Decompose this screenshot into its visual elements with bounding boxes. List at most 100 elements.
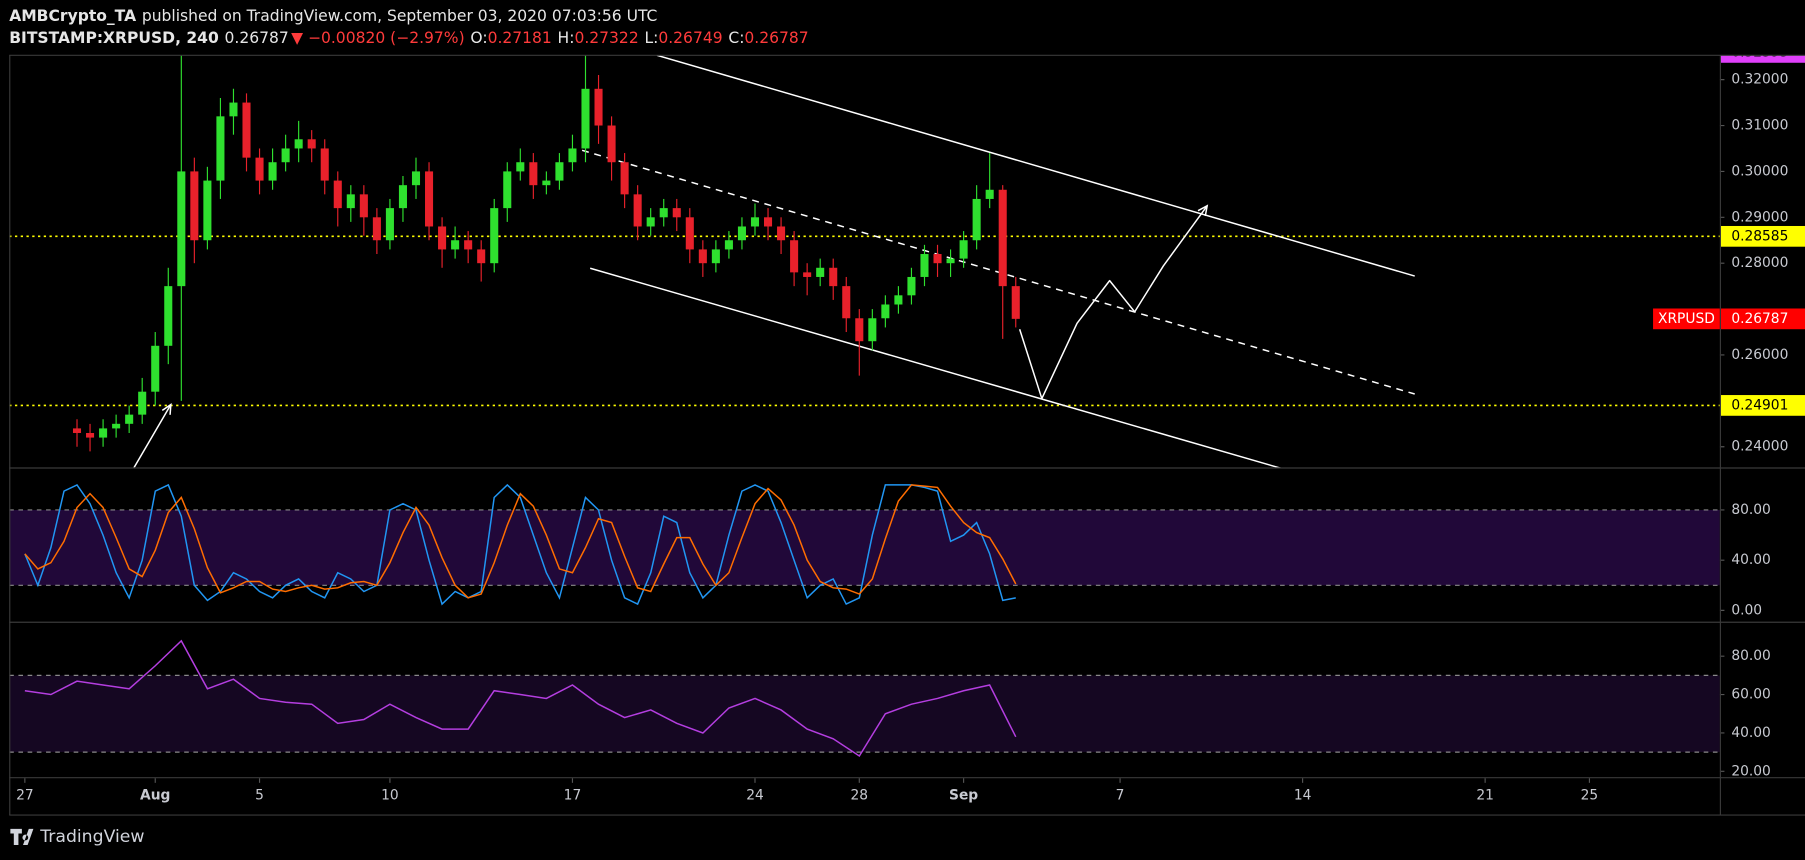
y-tick-label: 80.00 — [1731, 648, 1771, 664]
candle-body — [946, 258, 955, 264]
candle-body — [594, 88, 603, 126]
candle-body — [125, 414, 134, 424]
candle-body — [99, 428, 108, 438]
ohlc-value: 0.27181 — [488, 29, 552, 47]
candle-body — [555, 162, 564, 181]
last: 0.26787 — [225, 29, 289, 47]
candle-body — [750, 217, 760, 227]
y-tick-label: 0.30000 — [1731, 163, 1788, 179]
y-tick-label: 0.29000 — [1731, 209, 1788, 225]
candle-body — [633, 194, 642, 227]
candle-body — [281, 148, 290, 163]
candle-body — [477, 249, 486, 264]
candle-body — [307, 139, 316, 149]
x-tick-label: 10 — [381, 787, 399, 803]
y-tick-label: 40.00 — [1731, 725, 1771, 741]
candle-body — [842, 286, 851, 319]
y-tick-label: 0.26000 — [1731, 347, 1788, 363]
candle-body — [72, 428, 82, 433]
logo-icon — [10, 828, 34, 845]
candle-body — [346, 194, 355, 209]
candle-body — [203, 180, 212, 241]
last-price-box — [1720, 308, 1805, 330]
candle-body — [138, 391, 147, 415]
candle-body — [816, 267, 825, 277]
candle-body — [490, 208, 499, 264]
candle-body — [998, 189, 1007, 287]
candle-body — [320, 148, 329, 181]
indicator-line — [24, 483, 1016, 606]
y-tick-label: 0.24000 — [1731, 439, 1788, 455]
candle-body — [777, 226, 786, 241]
candle-body — [985, 189, 994, 199]
x-tick-label: 27 — [16, 787, 34, 803]
candle-body — [333, 180, 342, 209]
x-tick-label: 24 — [746, 787, 764, 803]
price-axis: 0.24000 0.26000 0.28000 0.29000 0.30000 0.310… — [1719, 44, 1805, 779]
y-tick-label: 40.00 — [1731, 552, 1771, 568]
candle-body — [698, 249, 707, 264]
candle-body — [933, 254, 942, 264]
x-tick-label: 7 — [1116, 787, 1125, 803]
candle-body — [868, 318, 877, 342]
candle-body — [972, 198, 981, 241]
candle-body — [464, 240, 473, 250]
candle-body — [790, 240, 799, 273]
ohlc-value: 0.26749 — [658, 29, 722, 47]
candle-body — [568, 148, 577, 163]
candle-body — [672, 208, 681, 218]
x-tick-label: 21 — [1476, 787, 1494, 803]
candle-body — [516, 162, 525, 172]
candle-body — [398, 185, 407, 209]
last-price-name: XRPUSD — [1658, 311, 1715, 327]
candle-body — [920, 254, 929, 277]
candle-body — [503, 171, 512, 209]
level-label: 0.24901 — [1731, 397, 1788, 413]
candle-body — [959, 240, 968, 259]
arrow-head — [1197, 204, 1209, 217]
candle-body — [581, 88, 590, 149]
candle-body — [216, 116, 225, 181]
candle-body — [86, 432, 95, 438]
candle-body — [1011, 286, 1020, 319]
y-tick-label: 0.28000 — [1731, 255, 1788, 271]
candle-body — [190, 171, 199, 241]
candle-body — [711, 249, 720, 264]
trendline — [656, 55, 1415, 277]
y-tick-label: 20.00 — [1731, 763, 1771, 779]
candle-body — [764, 217, 773, 227]
candle-body — [242, 102, 251, 158]
x-tick-label: 5 — [255, 787, 264, 803]
ohlc-key: C: — [728, 29, 744, 47]
indicator-line — [24, 639, 1017, 758]
candle-body — [620, 162, 629, 195]
brand: TradingView — [39, 827, 144, 847]
pane-borders — [9, 54, 1805, 816]
candle-body — [894, 295, 903, 305]
x-tick-label: 28 — [851, 787, 869, 803]
y-tick-label: 0.31000 — [1731, 118, 1788, 134]
last-price-name-box — [1653, 308, 1720, 330]
indicator-line — [24, 484, 1017, 599]
candle-body — [646, 217, 655, 227]
trendline — [589, 267, 1281, 468]
band — [9, 675, 1720, 753]
level-label-box — [1720, 395, 1805, 416]
candle-body — [829, 267, 838, 287]
candle-body — [255, 157, 264, 181]
ohlc-value: 0.27322 — [574, 29, 638, 47]
projection — [133, 404, 172, 468]
ohlc-key: L: — [644, 29, 658, 47]
high-marker-label: 0.32593 — [1731, 44, 1788, 60]
y-tick-label: 60.00 — [1731, 687, 1771, 703]
candle-body — [855, 318, 864, 342]
published: published on TradingView.com, September … — [142, 7, 658, 25]
level-label: 0.28585 — [1731, 228, 1788, 244]
change: ▼ −0.00820 (−2.97%) — [291, 29, 465, 47]
last-price-label: 0.26787 — [1731, 311, 1788, 327]
x-tick-label: 17 — [564, 787, 582, 803]
author: AMBCrypto_TA — [9, 7, 136, 25]
candle-body — [177, 171, 186, 287]
ohlc-value: 0.26787 — [744, 29, 808, 47]
